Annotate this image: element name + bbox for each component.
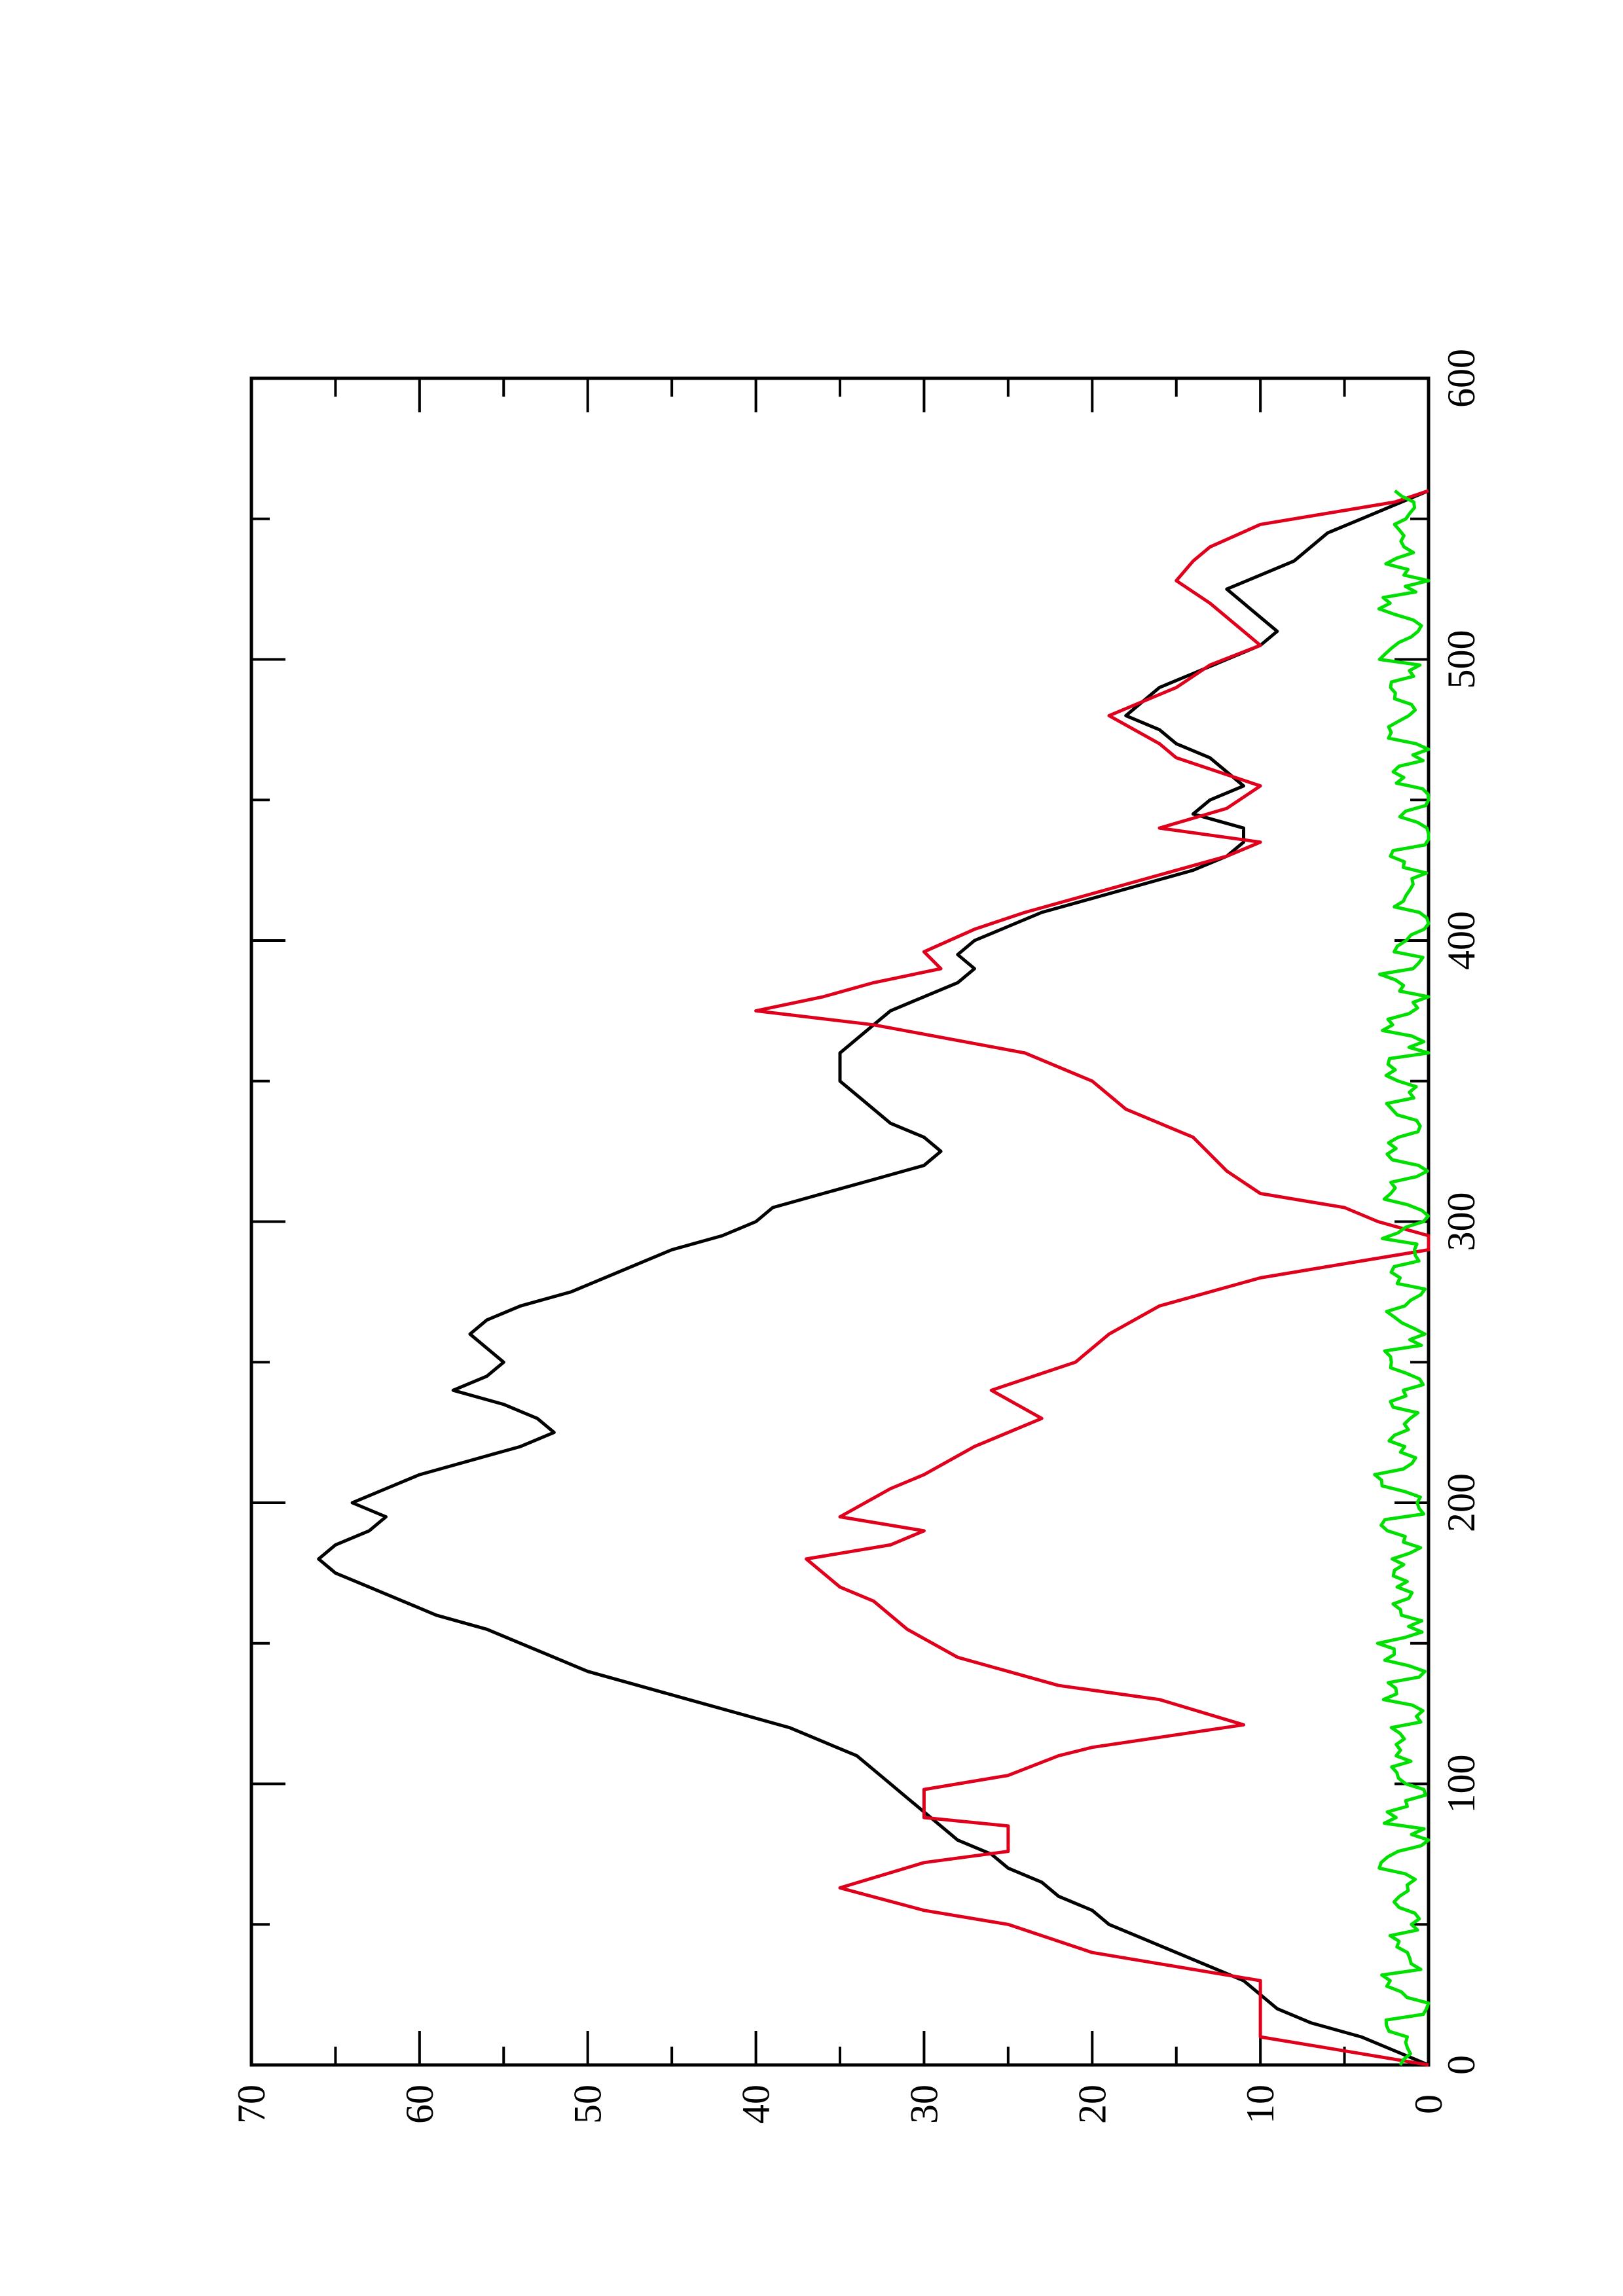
series-line-green: [1373, 489, 1431, 2066]
plot-frame: [249, 376, 1431, 2067]
y-tick-label: 50: [566, 2085, 610, 2124]
y-tick-label: 60: [398, 2085, 441, 2124]
axis-ticks: [250, 377, 1430, 2066]
x-tick-label: 200: [1440, 1473, 1483, 1532]
x-tick-label: 100: [1440, 1755, 1483, 1814]
series-layer: [317, 489, 1431, 2067]
y-tick-label: 30: [902, 2085, 945, 2124]
x-tick-label: 500: [1440, 630, 1483, 689]
y-tick-label: 10: [1239, 2085, 1282, 2124]
y-tick-label: 70: [230, 2085, 273, 2124]
y-tick-label: 0: [1407, 2094, 1450, 2114]
x-tick-label: 400: [1440, 911, 1483, 970]
tick-labels: 0 100 200 300 400 500 600 0 10 20 30 40 50 60 70: [230, 349, 1483, 2124]
y-tick-label: 20: [1070, 2085, 1114, 2124]
x-tick-label: 300: [1440, 1193, 1483, 1251]
x-tick-label: 600: [1440, 349, 1483, 408]
series-line-black: [317, 489, 1429, 2067]
x-tick-label: 0: [1440, 2055, 1483, 2075]
y-tick-label: 40: [735, 2085, 778, 2124]
series-line-red: [754, 489, 1431, 2067]
